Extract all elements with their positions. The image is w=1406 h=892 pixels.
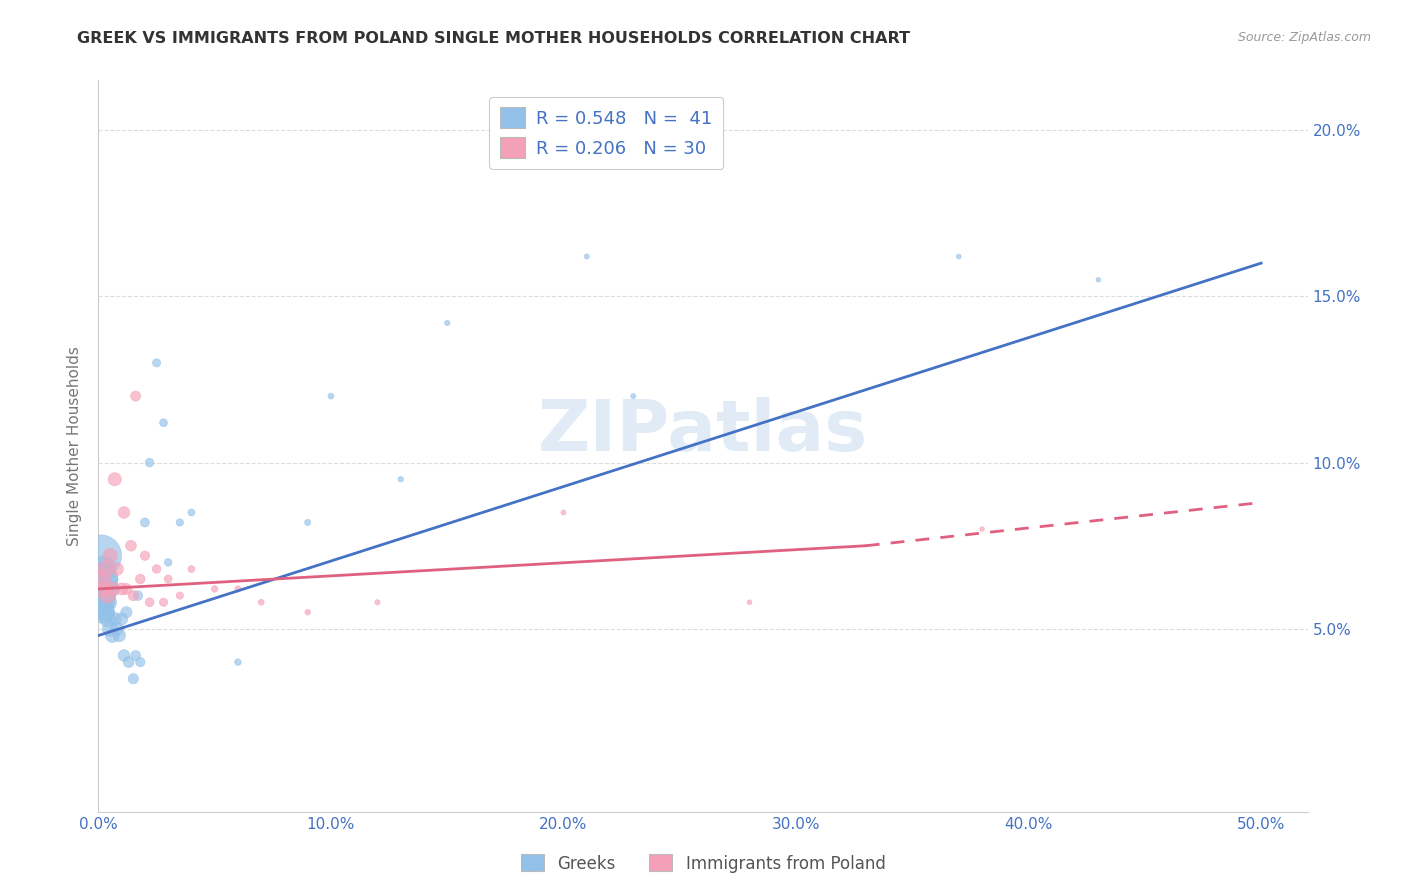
Point bbox=[94, 605, 117, 619]
Point bbox=[297, 605, 319, 619]
Point bbox=[97, 612, 120, 626]
Point bbox=[91, 605, 114, 619]
Point bbox=[120, 539, 142, 553]
Point bbox=[575, 250, 598, 264]
Point bbox=[152, 595, 174, 609]
Point bbox=[169, 516, 191, 530]
Legend: Greeks, Immigrants from Poland: Greeks, Immigrants from Poland bbox=[513, 847, 893, 880]
Point bbox=[157, 572, 180, 586]
Point bbox=[134, 549, 156, 563]
Point bbox=[108, 628, 131, 642]
Point bbox=[948, 250, 970, 264]
Point bbox=[122, 672, 145, 686]
Point bbox=[90, 549, 112, 563]
Text: Source: ZipAtlas.com: Source: ZipAtlas.com bbox=[1237, 31, 1371, 45]
Point bbox=[112, 648, 135, 663]
Point bbox=[970, 522, 993, 536]
Point bbox=[118, 655, 141, 669]
Point bbox=[101, 628, 124, 642]
Point bbox=[91, 582, 114, 596]
Point bbox=[127, 589, 149, 603]
Point bbox=[319, 389, 342, 403]
Point bbox=[124, 648, 146, 663]
Point bbox=[621, 389, 644, 403]
Point bbox=[145, 562, 167, 576]
Point bbox=[104, 612, 127, 626]
Point bbox=[138, 456, 160, 470]
Point bbox=[436, 316, 458, 330]
Point bbox=[112, 506, 135, 520]
Point bbox=[226, 655, 249, 669]
Point bbox=[101, 582, 124, 596]
Point bbox=[180, 562, 202, 576]
Point bbox=[90, 572, 112, 586]
Point bbox=[94, 589, 117, 603]
Point bbox=[138, 595, 160, 609]
Point bbox=[122, 589, 145, 603]
Point bbox=[98, 549, 121, 563]
Point bbox=[115, 582, 138, 596]
Point bbox=[105, 622, 128, 636]
Y-axis label: Single Mother Households: Single Mother Households bbox=[67, 346, 83, 546]
Text: GREEK VS IMMIGRANTS FROM POLAND SINGLE MOTHER HOUSEHOLDS CORRELATION CHART: GREEK VS IMMIGRANTS FROM POLAND SINGLE M… bbox=[77, 31, 910, 46]
Point bbox=[129, 655, 152, 669]
Point bbox=[134, 516, 156, 530]
Point bbox=[204, 582, 226, 596]
Point bbox=[97, 595, 120, 609]
Point bbox=[366, 595, 388, 609]
Point bbox=[105, 562, 128, 576]
Point bbox=[98, 572, 121, 586]
Point bbox=[389, 472, 412, 486]
Point bbox=[157, 555, 180, 569]
Legend: R = 0.548   N =  41, R = 0.206   N = 30: R = 0.548 N = 41, R = 0.206 N = 30 bbox=[489, 96, 723, 169]
Point bbox=[111, 582, 134, 596]
Point bbox=[94, 562, 117, 576]
Point bbox=[250, 595, 273, 609]
Point bbox=[124, 389, 146, 403]
Point bbox=[91, 562, 114, 576]
Point bbox=[111, 612, 134, 626]
Point bbox=[1087, 273, 1109, 287]
Point bbox=[101, 582, 124, 596]
Point bbox=[553, 506, 575, 520]
Point bbox=[738, 595, 761, 609]
Point bbox=[97, 589, 120, 603]
Point bbox=[115, 605, 138, 619]
Text: ZIPatlas: ZIPatlas bbox=[538, 397, 868, 466]
Point bbox=[98, 622, 121, 636]
Point bbox=[180, 506, 202, 520]
Point bbox=[226, 582, 249, 596]
Point bbox=[90, 595, 112, 609]
Point bbox=[297, 516, 319, 530]
Point bbox=[152, 416, 174, 430]
Point bbox=[129, 572, 152, 586]
Point bbox=[91, 582, 114, 596]
Point bbox=[145, 356, 167, 370]
Point bbox=[90, 572, 112, 586]
Point bbox=[169, 589, 191, 603]
Point bbox=[104, 472, 127, 486]
